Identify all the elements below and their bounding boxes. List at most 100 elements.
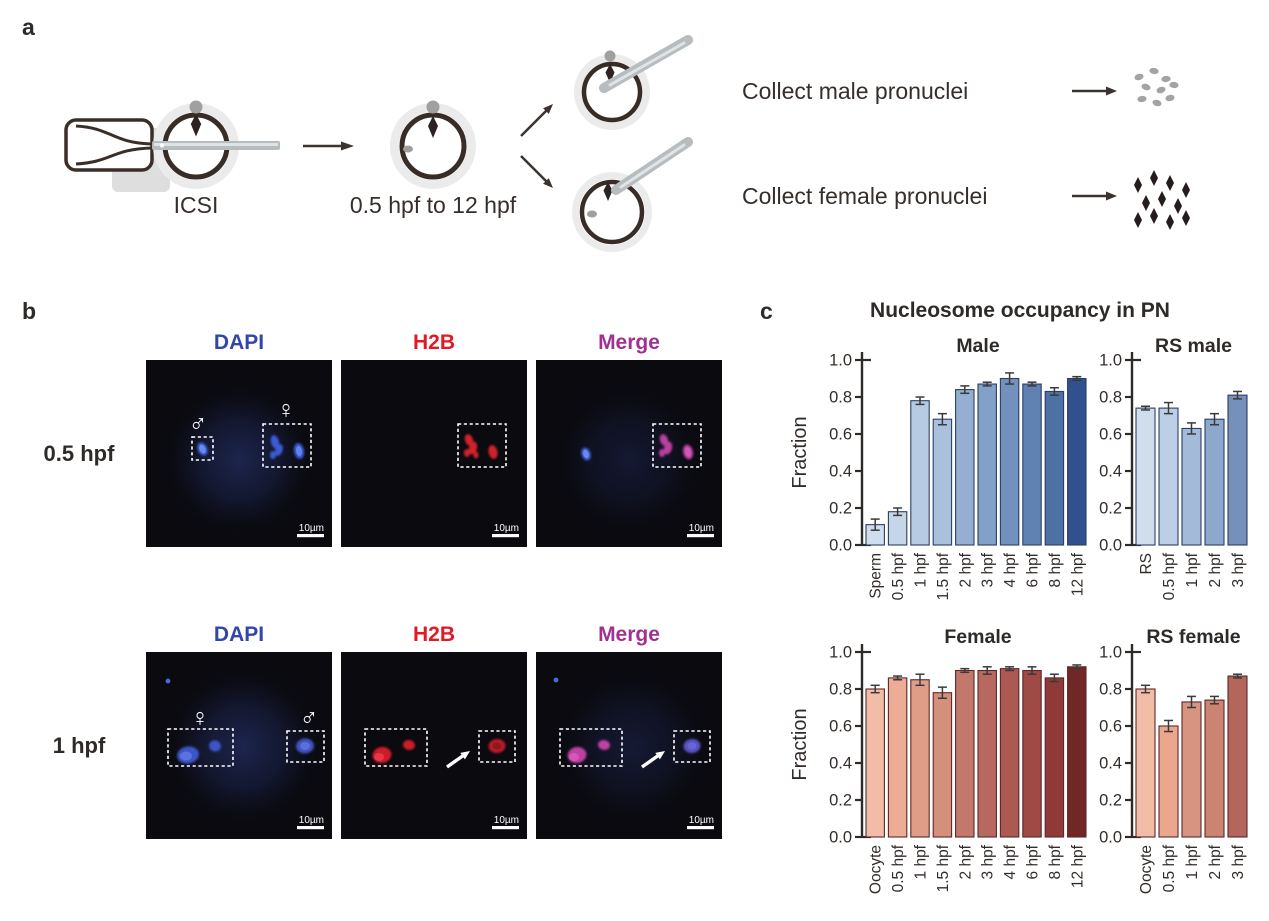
panel-c-title: Nucleosome occupancy in PN (870, 299, 1170, 322)
y-tick-label: 1.0 (1099, 644, 1122, 662)
bar (977, 669, 997, 838)
spindle-icon (190, 114, 202, 137)
micrograph-h2b-05hpf: 10µm (341, 360, 527, 547)
channel-header-dapi: DAPI (213, 623, 265, 646)
bar (955, 669, 975, 838)
micrograph-dapi-05hpf: ♂ ♀ 10µm (146, 360, 332, 547)
highlight-box-female (559, 728, 623, 767)
y-tick-label: 0.2 (829, 500, 852, 518)
chart-female: Female Fraction 0.0 0.2 0.4 0.6 0.8 1.0 Oocyte 0.… (770, 625, 1118, 921)
x-tick-label: 8 hpf (1047, 844, 1064, 879)
y-tick-label: 0.4 (1099, 755, 1122, 773)
bar (977, 383, 997, 546)
y-tick-label: 0.4 (829, 463, 852, 481)
polar-body-icon (189, 100, 203, 114)
channel-header-h2b: H2B (412, 623, 455, 646)
svg-text:10µm: 10µm (299, 523, 324, 534)
x-tick-label: Oocyte (1138, 845, 1155, 894)
highlight-box-male (478, 730, 516, 763)
x-tick-label: 1 hpf (1184, 844, 1201, 879)
x-tick-label: 3 hpf (980, 844, 997, 879)
y-tick-label: 0.0 (829, 537, 852, 555)
y-axis-label: Fraction (789, 416, 811, 488)
y-tick-label: 0.0 (1099, 537, 1122, 555)
highlight-box-female (364, 728, 428, 767)
branch-arrow-down-icon (520, 155, 553, 188)
arrow-right-icon (1072, 191, 1117, 201)
bar (999, 377, 1020, 546)
oocyte-icsi-icon (152, 100, 280, 189)
bar (1022, 669, 1042, 838)
male-symbol: ♂ (189, 410, 208, 438)
chart-title: Male (956, 335, 1000, 357)
bar (1135, 407, 1156, 546)
x-tick-label: 2 hpf (1207, 552, 1224, 587)
x-tick-label: 4 hpf (1002, 552, 1019, 587)
arrow-right-icon (303, 141, 354, 151)
x-tick-label: RS (1138, 553, 1155, 575)
bar (1044, 390, 1065, 546)
y-tick-label: 0.6 (829, 426, 852, 444)
panel-b-label: b (22, 298, 37, 324)
bar (1044, 677, 1065, 838)
chart-rs-female: RS female 0.0 0.2 0.4 0.6 0.8 1.0 Oocyte 0.5 hpf… (1095, 625, 1269, 921)
chart-title: Female (944, 626, 1011, 648)
timeline-label: 0.5 hpf to 12 hpf (350, 192, 517, 218)
zygote-icon (390, 100, 476, 189)
collect-female-label: Collect female pronuclei (742, 183, 987, 209)
svg-text:10µm: 10µm (494, 523, 519, 534)
chart-title: RS female (1146, 626, 1240, 648)
x-tick-label: Sperm (868, 553, 885, 599)
scale-bar: 10µm (687, 815, 714, 830)
bar (1158, 407, 1179, 546)
y-tick-label: 0.0 (1099, 829, 1122, 847)
svg-text:10µm: 10µm (494, 815, 519, 826)
y-tick-label: 0.4 (1099, 463, 1122, 481)
y-tick-label: 0.8 (829, 389, 852, 407)
y-tick-label: 0.2 (1099, 792, 1122, 810)
female-symbol: ♀ (277, 396, 296, 424)
scale-bar: 10µm (492, 815, 519, 830)
x-tick-label: 0.5 hpf (890, 844, 907, 892)
scale-bar: 10µm (297, 815, 324, 830)
chart-male: Male Fraction 0.0 0.2 0.4 0.6 0.8 1.0 Sperm 0.5 h… (770, 332, 1118, 629)
y-tick-label: 0.0 (829, 829, 852, 847)
y-tick-label: 0.2 (1099, 500, 1122, 518)
y-tick-label: 0.6 (1099, 426, 1122, 444)
x-tick-label: 0.5 hpf (1161, 844, 1178, 892)
channel-header-merge: Merge (598, 331, 660, 354)
bar-chart-svg: Female Fraction 0.0 0.2 0.4 0.6 0.8 1.0 Oocyte 0.… (789, 626, 1087, 894)
bar (1158, 725, 1179, 838)
x-tick-label: 1 hpf (913, 552, 930, 587)
y-tick-label: 0.8 (829, 681, 852, 699)
bar (1204, 699, 1225, 838)
x-tick-label: 1 hpf (913, 844, 930, 879)
male-pronuclei-dots-icon (1134, 67, 1179, 107)
x-tick-label: 1 hpf (1184, 552, 1201, 587)
highlight-box-male (191, 436, 214, 461)
row-label-05hpf: 0.5 hpf (43, 441, 115, 466)
x-tick-label: 2 hpf (1207, 844, 1224, 879)
x-tick-label: 4 hpf (1002, 844, 1019, 879)
y-tick-label: 0.2 (829, 792, 852, 810)
collect-male-label: Collect male pronuclei (742, 78, 968, 104)
x-tick-label: 2 hpf (957, 552, 974, 587)
bar (1022, 383, 1042, 546)
y-tick-label: 0.6 (829, 718, 852, 736)
scale-bar: 10µm (687, 523, 714, 538)
micrograph-merge-05hpf: 10µm (536, 360, 722, 547)
highlight-box-female (652, 423, 702, 468)
highlight-box-male (673, 730, 711, 763)
oocyte-glow (541, 655, 722, 839)
collect-male-cell-icon (574, 35, 693, 130)
panel-c-label: c (760, 298, 773, 324)
panel-a-diagram: ICSI 0.5 hpf to 12 hpf (64, 35, 1190, 252)
x-tick-label: 6 hpf (1025, 844, 1042, 879)
bar-chart-svg: RS male 0.0 0.2 0.4 0.6 0.8 1.0 RS 0.5 hpf 1 hpf 2… (1099, 335, 1248, 600)
bar (1181, 427, 1202, 546)
bar (1227, 394, 1248, 546)
bar (999, 668, 1020, 838)
highlight-box-female (457, 423, 507, 468)
micrograph-h2b-1hpf: 10µm (341, 652, 527, 839)
